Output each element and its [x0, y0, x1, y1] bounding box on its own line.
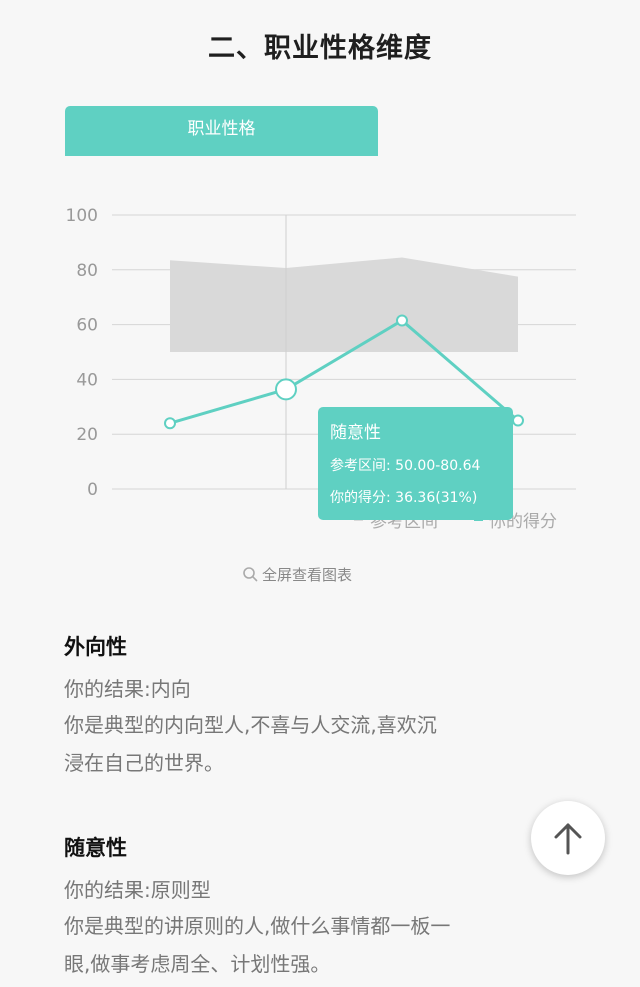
y-tick-label: 20: [76, 425, 98, 445]
description-line: 浸在自己的世界。: [64, 751, 224, 775]
fullscreen-chart-link[interactable]: 全屏查看图表: [242, 563, 352, 585]
chart-tooltip: 随意性 参考区间: 50.00-80.64 你的得分: 36.36(31%): [318, 407, 513, 520]
section-description: 你是典型的内向型人,不喜与人交流,喜欢沉 浸在自己的世界。: [64, 706, 584, 782]
score-series: [164, 314, 524, 430]
reference-area: [170, 257, 518, 352]
page-title: 二、职业性格维度: [208, 33, 432, 64]
tab-career-personality[interactable]: 职业性格: [65, 106, 378, 156]
section-heading: 外向性: [64, 635, 127, 659]
section-result: 你的结果:原则型: [64, 878, 211, 902]
y-tick-label: 0: [87, 480, 98, 500]
y-tick-label: 100: [66, 206, 98, 226]
y-tick-label: 40: [76, 370, 98, 390]
score-line: [169, 318, 519, 425]
search-icon: [243, 567, 258, 582]
score-point: [396, 314, 408, 327]
tab-label: 职业性格: [187, 119, 256, 139]
fullscreen-label: 全屏查看图表: [262, 565, 353, 584]
section-description: 你是典型的讲原则的人,做什么事情都一板一 眼,做事考虑周全、计划性强。: [64, 907, 584, 983]
tooltip-score: 你的得分: 36.36(31%): [330, 489, 477, 506]
section-heading: 随意性: [64, 836, 127, 860]
description-line: 你是典型的讲原则的人,做什么事情都一板一: [64, 914, 451, 938]
description-line: 眼,做事考虑周全、计划性强。: [64, 952, 331, 976]
score-point: [275, 378, 297, 401]
description-line: 你是典型的内向型人,不喜与人交流,喜欢沉: [64, 713, 437, 737]
tooltip-title: 随意性: [330, 423, 381, 443]
y-tick-label: 60: [76, 316, 98, 336]
tooltip-range: 参考区间: 50.00-80.64: [330, 457, 480, 474]
score-point: [512, 414, 524, 427]
arrow-up-icon: [554, 823, 582, 855]
score-point: [164, 417, 176, 430]
y-tick-label: 80: [76, 261, 98, 281]
scroll-to-top-button[interactable]: [531, 801, 605, 875]
y-axis-ticks: 0 20 40 60 80 100: [66, 206, 98, 500]
reference-band: [170, 257, 518, 352]
section-result: 你的结果:内向: [64, 677, 191, 701]
section-casualness: 随意性 你的结果:原则型 你是典型的讲原则的人,做什么事情都一板一 眼,做事考虑…: [64, 833, 584, 983]
section-extraversion: 外向性 你的结果:内向 你是典型的内向型人,不喜与人交流,喜欢沉 浸在自己的世界…: [64, 632, 584, 782]
